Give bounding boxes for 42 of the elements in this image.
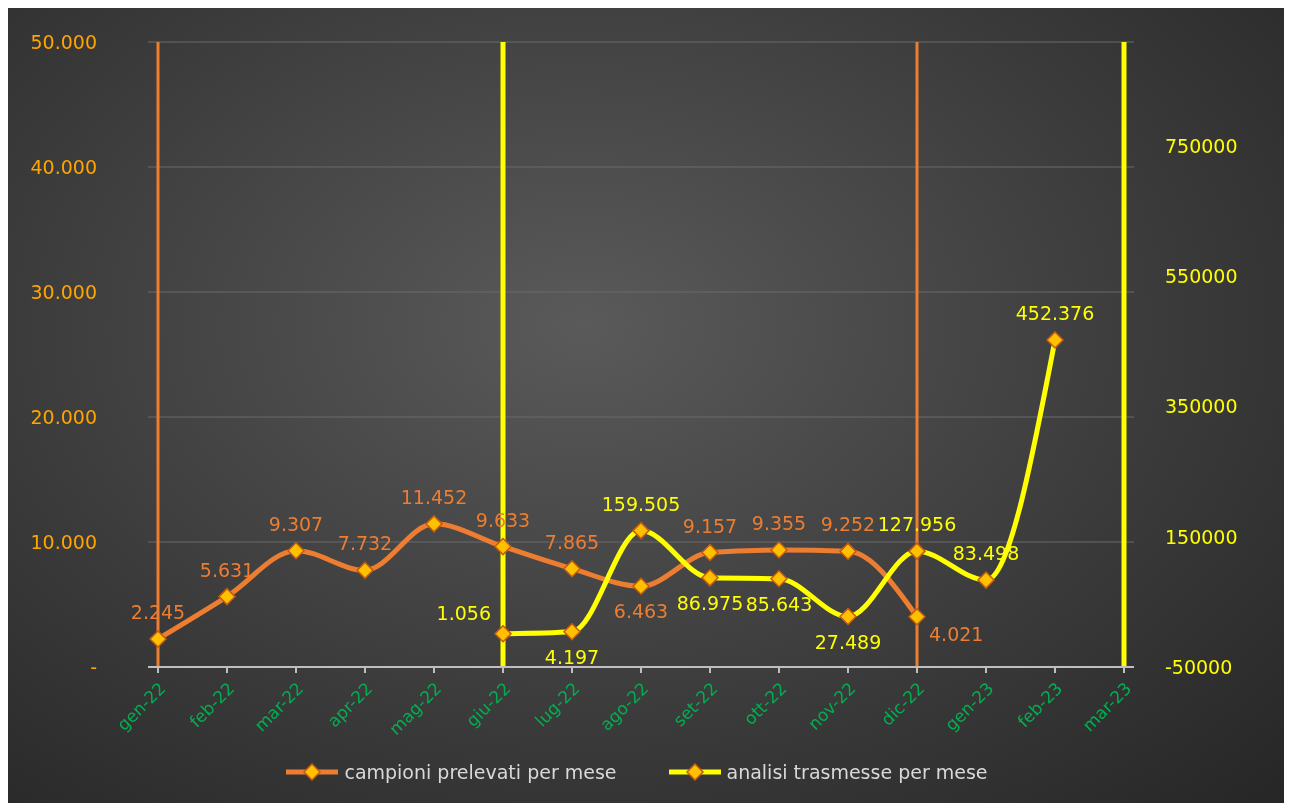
data-label: 159.505	[601, 492, 681, 515]
point	[218, 587, 236, 606]
data-label: 9.355	[751, 512, 807, 535]
legend-label: campioni prelevati per mese	[344, 761, 617, 783]
data-label: 4.021	[929, 622, 984, 645]
legend-label: analisi trasmesse per mese	[726, 761, 988, 783]
point	[494, 537, 512, 556]
point	[149, 630, 167, 648]
point	[563, 559, 581, 578]
y2-tick-label: 750000	[1165, 134, 1238, 157]
data-label: 7.865	[544, 530, 600, 553]
y2-tick-label: 150000	[1165, 525, 1238, 548]
data-label: 7.732	[337, 532, 393, 555]
point	[425, 515, 443, 533]
y2-tick-label: 350000	[1165, 395, 1238, 418]
y-tick-label: 40.000	[30, 155, 97, 178]
point	[287, 541, 305, 560]
y2-tick-label: -50000	[1165, 655, 1233, 678]
point	[701, 543, 719, 562]
data-label: 11.452	[400, 485, 468, 508]
data-label: 6.463	[613, 600, 669, 623]
data-label: 85.643	[745, 592, 813, 615]
data-label: 9.252	[820, 513, 876, 536]
point	[356, 561, 374, 580]
point	[908, 607, 926, 626]
data-label: 9.157	[682, 514, 738, 537]
data-label: 452.376	[1015, 301, 1095, 324]
data-label: 4.197	[544, 645, 600, 668]
y-tick-label: 50.000	[30, 30, 97, 53]
point	[770, 541, 788, 559]
data-label: 9.307	[268, 512, 324, 535]
data-label: 5.631	[199, 558, 255, 581]
data-label: 86.975	[676, 591, 744, 614]
point	[839, 542, 857, 561]
data-label: 1.056	[436, 601, 491, 624]
y-tick-label: 10.000	[30, 530, 97, 553]
y2-tick-label: 550000	[1165, 265, 1238, 288]
y-tick-label: 30.000	[30, 280, 97, 303]
y-tick-label: 20.000	[30, 405, 97, 428]
point	[632, 577, 650, 595]
data-label: 27.489	[814, 630, 882, 653]
y-tick-label: -	[90, 655, 97, 678]
